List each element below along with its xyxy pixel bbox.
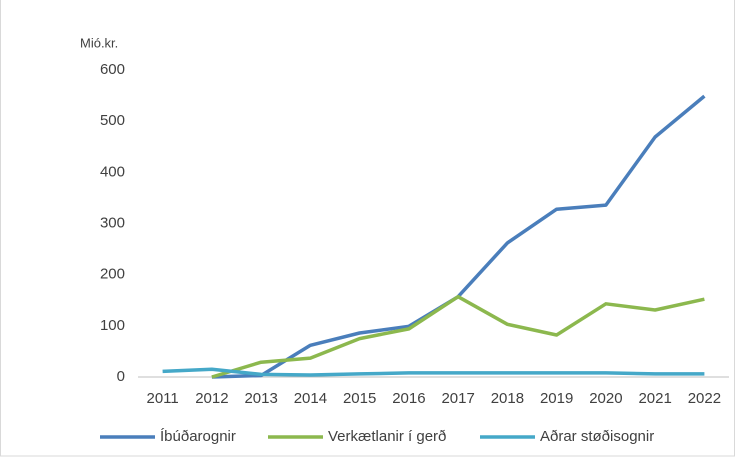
y-tick-label: 200 [100,266,125,283]
y-tick-label: 500 [100,112,125,129]
legend-label: Íbúðarognir [160,428,236,445]
legend-label: Aðrar støðisognir [540,428,654,445]
x-tick-label: 2012 [195,390,228,407]
x-tick-label: 2019 [540,390,573,407]
x-tick-label: 2018 [491,390,524,407]
series-line [211,94,706,379]
y-tick-label: 100 [100,317,125,334]
x-tick-label: 2014 [294,390,327,407]
y-tick-label: 300 [100,214,125,231]
series-line [162,367,705,377]
y-tick-label: 600 [100,61,125,78]
x-tick-label: 2015 [343,390,376,407]
x-tick-label: 2022 [688,390,721,407]
y-axis-label: Mió.kr. [80,35,118,50]
x-tick-label: 2017 [441,390,474,407]
legend-label: Verkætlanir í gerð [328,428,446,445]
y-tick-label: 0 [117,368,125,385]
series-line [211,294,705,379]
x-tick-label: 2013 [244,390,277,407]
x-tick-label: 2020 [589,390,622,407]
x-tick-label: 2011 [146,390,178,407]
x-tick-label: 2016 [392,390,425,407]
y-tick-label: 400 [100,163,125,180]
x-tick-label: 2021 [638,390,671,407]
